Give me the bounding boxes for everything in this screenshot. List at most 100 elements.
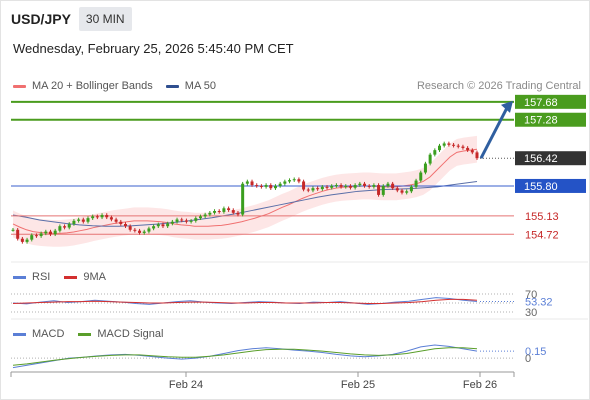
candle-body: [184, 220, 188, 222]
ma20-swatch: [13, 84, 26, 88]
rsi-axis-label: 70: [525, 289, 537, 301]
symbol-label: USD/JPY: [11, 11, 71, 27]
chart-header: USD/JPY 30 MIN: [11, 7, 132, 31]
legend-macd-signal[interactable]: MACD Signal: [78, 328, 163, 340]
candle-body: [236, 212, 240, 215]
candle-body: [231, 210, 235, 213]
x-axis-tick-label: Feb 26: [463, 379, 497, 391]
candle-body: [264, 185, 268, 187]
candle-body: [259, 185, 263, 187]
legend-macd[interactable]: MACD: [13, 328, 64, 340]
legend-rsi[interactable]: RSI: [13, 271, 50, 283]
candle-body: [241, 183, 245, 215]
x-axis-tick-label: Feb 24: [169, 379, 203, 391]
credit-label: Research © 2026 Trading Central: [416, 80, 581, 92]
candle-body: [250, 181, 254, 186]
candle-body: [306, 189, 310, 191]
candle-body: [433, 150, 437, 155]
candle-body: [419, 172, 423, 181]
x-axis-tick-label: Feb 25: [341, 379, 375, 391]
resistance-label-box: [515, 94, 586, 109]
candle-body: [428, 154, 432, 164]
candle-body: [166, 223, 170, 227]
candle-body: [316, 188, 320, 190]
candle-body: [269, 185, 273, 189]
candle-body: [325, 186, 329, 188]
candle-body: [466, 147, 470, 151]
candle-body: [95, 216, 99, 218]
candle-body: [334, 185, 338, 187]
resistance-label: 157.68: [524, 97, 558, 109]
macd-swatch: [13, 332, 26, 336]
candle-body: [194, 218, 198, 221]
candle-body: [409, 186, 413, 192]
candle-body: [119, 221, 123, 224]
candle-body: [353, 185, 357, 188]
macd-value-label: 0.15: [525, 346, 546, 358]
macd-line: [12, 344, 478, 369]
candle-body: [34, 235, 38, 237]
candle-body: [58, 226, 62, 231]
candle-body: [381, 185, 385, 195]
current-price-label: 156.42: [524, 153, 558, 165]
candle-body: [217, 211, 221, 212]
candle-body: [297, 179, 301, 182]
resistance-label: 157.28: [524, 115, 558, 127]
candle-body: [109, 217, 113, 220]
legend-ma50[interactable]: MA 50: [165, 80, 216, 92]
pivot-label-box: [515, 178, 586, 193]
legend-rsi-ma[interactable]: 9MA: [64, 271, 106, 283]
candle-body: [283, 181, 287, 184]
candle-body: [170, 221, 174, 224]
candle-body: [461, 146, 465, 148]
candle-body: [452, 144, 456, 146]
candle-body: [142, 231, 146, 233]
candle-body: [311, 188, 315, 191]
candle-body: [123, 223, 127, 227]
candle-body: [339, 185, 343, 187]
candle-body: [456, 145, 460, 147]
rsi-ma-line: [12, 298, 478, 304]
candle-body: [470, 150, 474, 153]
main-legend: MA 20 + Bollinger Bands MA 50: [13, 80, 229, 92]
candle-body: [105, 215, 109, 218]
ma50-line: [12, 180, 478, 227]
candle-body: [114, 219, 118, 222]
rsi-legend: RSI 9MA: [13, 271, 120, 283]
candle-body: [367, 185, 371, 187]
candle-body: [447, 143, 451, 145]
candle-body: [395, 188, 399, 191]
candle-body: [175, 219, 179, 222]
macd-signal-line: [12, 347, 478, 366]
candle-body: [348, 185, 352, 188]
candle-body: [438, 145, 442, 151]
candle-body: [16, 229, 20, 239]
resistance-label-box: [515, 112, 586, 127]
rsi-swatch: [13, 275, 26, 279]
candle-body: [414, 180, 418, 187]
timeframe-button[interactable]: 30 MIN: [78, 7, 132, 31]
candle-body: [156, 224, 160, 227]
candle-body: [91, 216, 95, 219]
candle-body: [100, 215, 104, 218]
legend-ma20[interactable]: MA 20 + Bollinger Bands: [13, 80, 153, 92]
candle-body: [39, 233, 43, 237]
candle-body: [400, 190, 404, 193]
candle-body: [391, 183, 395, 189]
macd-signal-label: MACD Signal: [97, 328, 164, 340]
candle-body: [48, 231, 52, 235]
candle-body: [320, 186, 324, 190]
macd-axis-label: 0: [525, 353, 531, 365]
forecast-arrow-head: [501, 100, 513, 113]
ma50-label: MA 50: [184, 80, 216, 92]
candle-body: [405, 191, 409, 193]
rsi-ma-label: 9MA: [83, 271, 106, 283]
ma50-swatch: [165, 84, 179, 88]
candle-body: [72, 220, 76, 224]
macd-legend: MACD MACD Signal: [13, 328, 177, 340]
candle-body: [189, 220, 193, 222]
rsi-ma-swatch: [64, 275, 78, 279]
rsi-value-label: 53.32: [525, 297, 553, 309]
support-label: 154.72: [525, 229, 559, 241]
support-label: 155.13: [525, 211, 559, 223]
